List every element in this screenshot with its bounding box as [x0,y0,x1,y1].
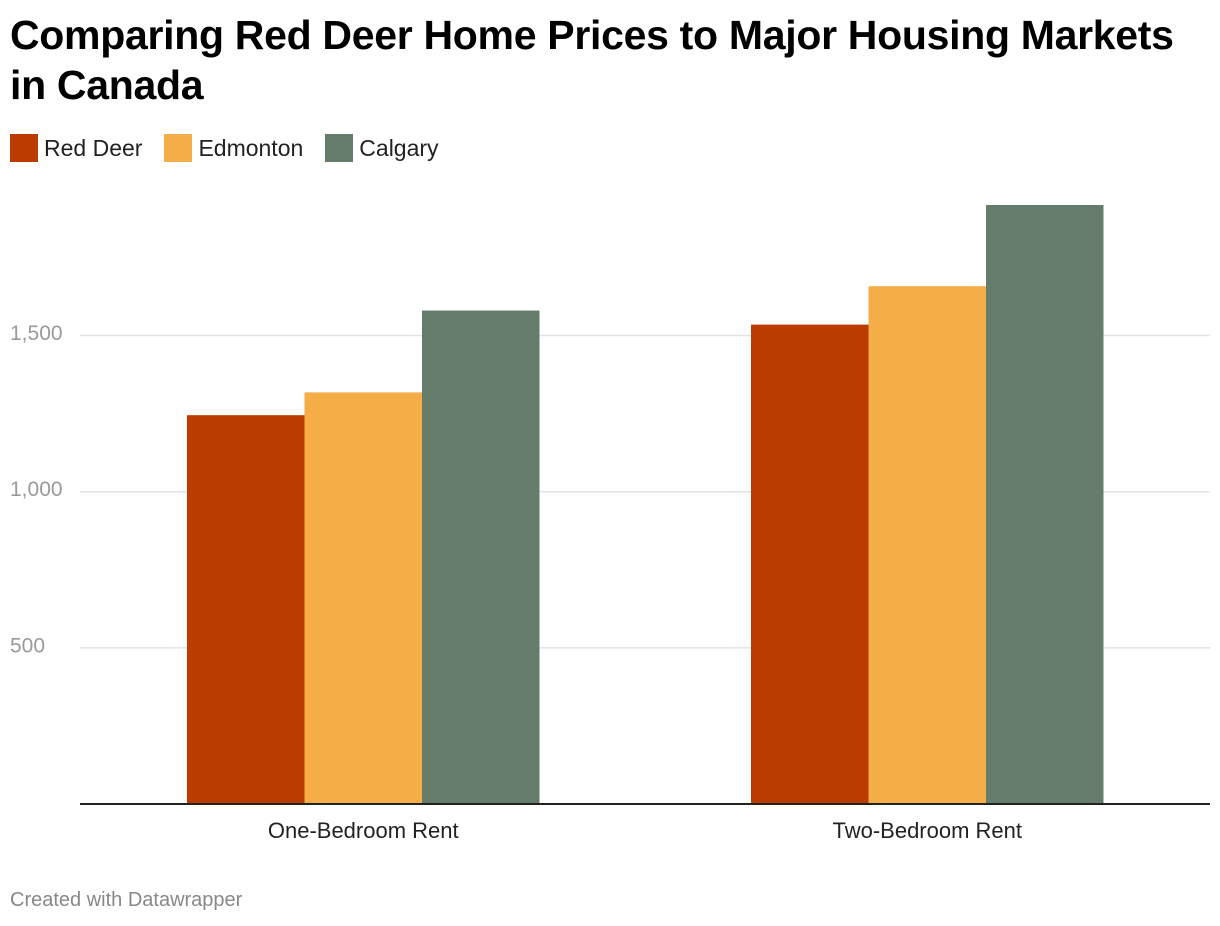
y-tick-label: 500 [10,634,45,657]
legend-label-calgary: Calgary [359,134,439,161]
y-tick-label: 1,500 [10,322,63,345]
legend-item-red-deer: Red Deer [10,134,142,162]
x-tick-label: Two-Bedroom Rent [832,818,1022,843]
legend-label-red-deer: Red Deer [44,134,143,161]
legend-swatch-calgary [325,134,354,162]
x-tick-label: One-Bedroom Rent [268,818,459,843]
bar-red-deer-2 [751,324,869,804]
bar-edmonton-2 [868,286,986,804]
legend-label-edmonton: Edmonton [198,134,304,161]
bar-calgary-1 [422,310,540,804]
legend-item-edmonton: Edmonton [164,134,303,162]
bar-red-deer-1 [187,415,305,804]
datawrapper-credit: Created with Datawrapper [10,889,243,911]
legend-swatch-red-deer [10,134,38,162]
bar-calgary-2 [986,205,1104,804]
legend: Red Deer Edmonton Calgary [10,132,461,164]
bar-edmonton-1 [304,392,422,804]
y-tick-label: 1,000 [10,478,63,501]
legend-swatch-edmonton [164,134,193,162]
legend-item-calgary: Calgary [325,134,439,162]
chart-title: Comparing Red Deer Home Prices to Major … [10,12,1174,108]
